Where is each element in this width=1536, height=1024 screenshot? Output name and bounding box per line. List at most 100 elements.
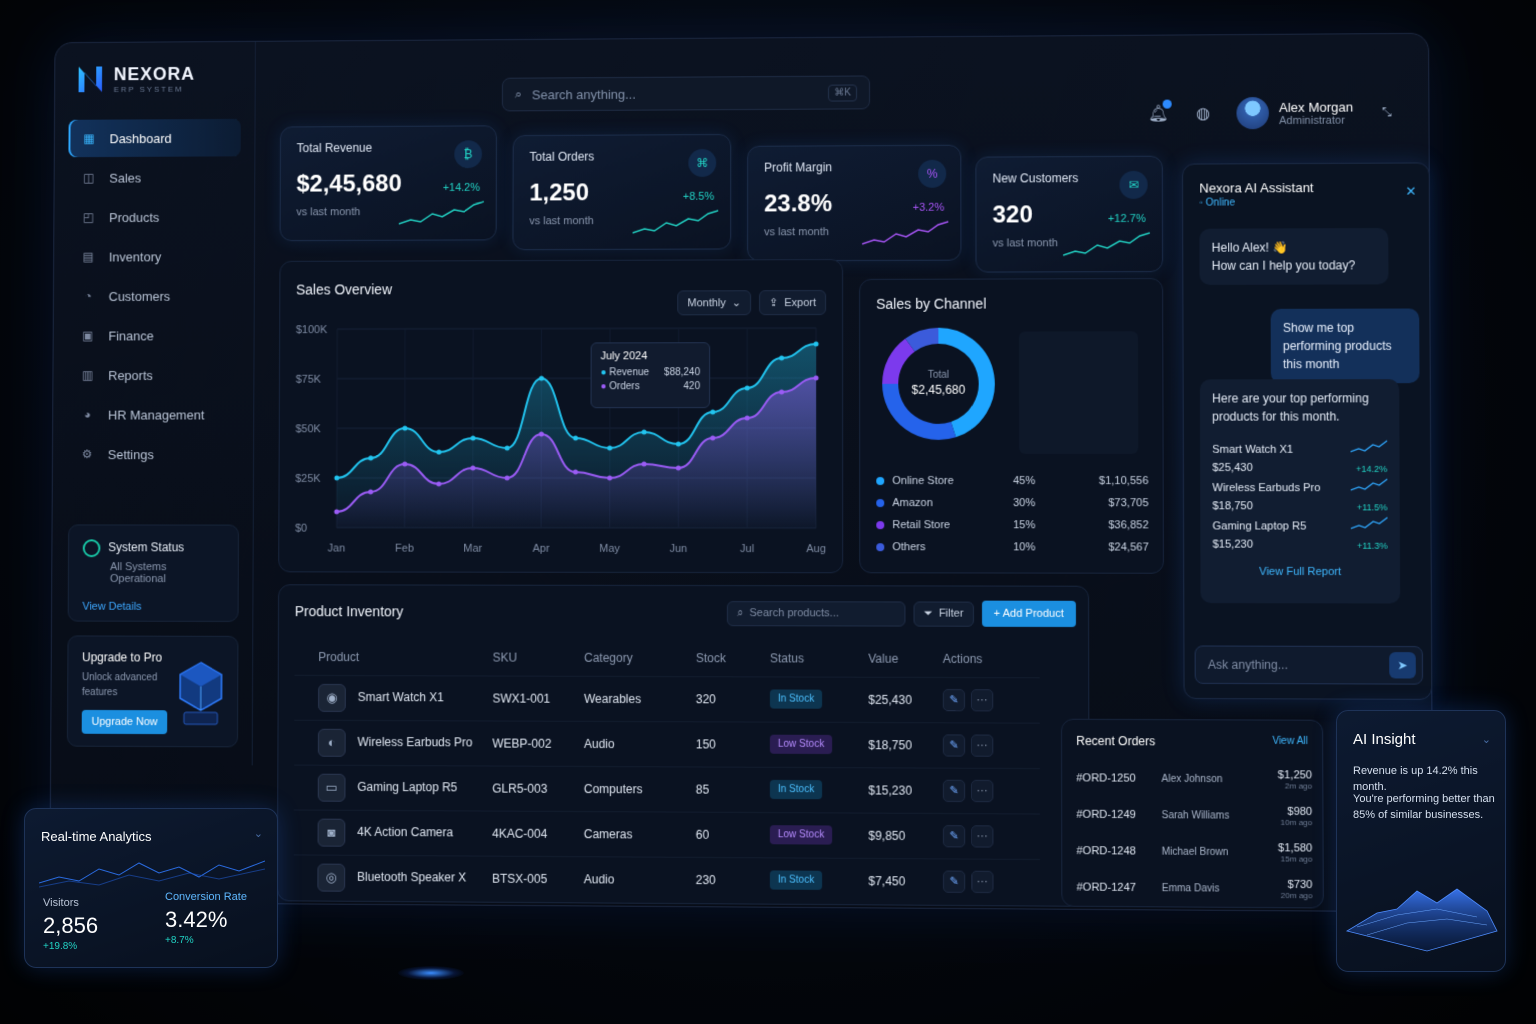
table-row[interactable]: ◙ 4K Action Camera 4KAC-004 Cameras 60 Low St… xyxy=(294,809,1040,859)
table-row[interactable]: ▭ Gaming Laptop R5 GLR5-003 Computers 85 In S… xyxy=(294,765,1040,814)
sidebar-item-settings[interactable]: ⚙ Settings xyxy=(67,435,240,473)
data-point-orders[interactable] xyxy=(779,390,784,395)
data-point-orders[interactable] xyxy=(745,416,750,421)
global-search[interactable]: ⌕ Search anything... ⌘K xyxy=(502,75,870,111)
more-icon[interactable]: ⋯ xyxy=(971,779,993,801)
ai-product-row[interactable]: Gaming Laptop R5 $15,230 +11.3% xyxy=(1212,516,1387,555)
kpi-card-total-revenue[interactable]: Total Revenue $2,45,680 vs last month +14.2… xyxy=(280,125,497,241)
table-row[interactable]: ◐ Wireless Earbuds Pro WEBP-002 Audio 150 Low… xyxy=(294,720,1040,768)
chevron-down-icon[interactable]: ⌄ xyxy=(1482,733,1491,746)
table-row[interactable]: ◎ Bluetooth Speaker X BTSX-005 Audio 230 In S… xyxy=(294,854,1040,904)
add-product-button[interactable]: + Add Product xyxy=(982,601,1076,627)
data-point-orders[interactable] xyxy=(505,475,510,480)
ai-product-name: Smart Watch X1 xyxy=(1212,441,1293,459)
data-point-orders[interactable] xyxy=(642,462,647,467)
order-row[interactable]: #ORD-1248 Michael Brown $1,580 15m ago xyxy=(1076,833,1312,871)
sidebar-item-sales[interactable]: ◫ Sales xyxy=(68,158,240,196)
order-row[interactable]: #ORD-1247 Emma Davis $730 20m ago xyxy=(1076,869,1312,907)
data-point-orders[interactable] xyxy=(470,466,475,471)
chevron-down-icon: ⌄ xyxy=(732,296,741,309)
product-inventory-panel: Product Inventory ⌕ Search products... ⏷ F… xyxy=(277,584,1090,907)
notification-badge xyxy=(1163,100,1172,109)
data-point-revenue[interactable] xyxy=(505,446,510,451)
sidebar-item-inventory[interactable]: ▤ Inventory xyxy=(68,237,241,275)
chevron-down-icon[interactable]: ⌄ xyxy=(254,827,263,840)
data-point-revenue[interactable] xyxy=(745,386,750,391)
data-point-orders[interactable] xyxy=(368,489,373,494)
brand-logo[interactable]: NEXORA ERP SYSTEM xyxy=(77,64,195,94)
sidebar-item-dashboard[interactable]: ▦ Dashboard xyxy=(68,119,240,157)
ai-input[interactable]: Ask anything... ➤ xyxy=(1195,645,1423,684)
order-row[interactable]: #ORD-1250 Alex Johnson $1,250 2m ago xyxy=(1076,760,1312,798)
expand-icon[interactable]: ⤡ xyxy=(1375,101,1397,123)
data-point-revenue[interactable] xyxy=(710,410,715,415)
export-button[interactable]: ⇪ Export xyxy=(759,290,826,315)
data-point-orders[interactable] xyxy=(334,509,339,514)
column-header: Actions xyxy=(943,641,1040,678)
sidebar-item-hr-management[interactable]: ◕ HR Management xyxy=(67,396,240,434)
more-icon[interactable]: ⋯ xyxy=(971,689,993,711)
trend-sparkline xyxy=(1351,516,1388,530)
data-point-revenue[interactable] xyxy=(368,456,373,461)
data-point-orders[interactable] xyxy=(539,432,544,437)
edit-icon[interactable]: ✎ xyxy=(943,870,965,892)
sidebar-item-finance[interactable]: ▣ Finance xyxy=(67,316,240,354)
orders-view-all-link[interactable]: View All xyxy=(1272,736,1308,747)
sidebar-item-customers[interactable]: ◔ Customers xyxy=(67,277,240,315)
data-point-revenue[interactable] xyxy=(334,475,339,480)
kpi-sparkline xyxy=(399,198,484,228)
donut-slice-others[interactable] xyxy=(910,336,938,345)
customers-icon: ✉ xyxy=(1119,171,1147,199)
table-row[interactable]: ◉ Smart Watch X1 SWX1-001 Wearables 320 In St… xyxy=(294,675,1039,723)
search-input[interactable]: Search anything... xyxy=(532,86,636,101)
edit-icon[interactable]: ✎ xyxy=(943,734,965,756)
data-point-revenue[interactable] xyxy=(642,430,647,435)
user-profile[interactable]: Alex Morgan Administrator xyxy=(1236,97,1353,130)
data-point-revenue[interactable] xyxy=(436,450,441,455)
data-point-orders[interactable] xyxy=(814,375,819,380)
data-point-orders[interactable] xyxy=(607,475,612,480)
data-point-orders[interactable] xyxy=(573,470,578,475)
status-title: System Status xyxy=(108,541,184,555)
more-icon[interactable]: ⋯ xyxy=(971,734,993,756)
ai-product-trend: +14.2% xyxy=(1350,440,1387,478)
data-point-revenue[interactable] xyxy=(814,341,819,346)
view-details-link[interactable]: View Details xyxy=(82,601,223,613)
upgrade-now-button[interactable]: Upgrade Now xyxy=(82,710,168,734)
ai-product-row[interactable]: Smart Watch X1 $25,430 +14.2% xyxy=(1212,440,1387,478)
send-icon[interactable]: ➤ xyxy=(1389,652,1416,678)
status-ok-icon xyxy=(83,539,101,557)
more-icon[interactable]: ⋯ xyxy=(971,825,993,847)
sidebar-item-products[interactable]: ◰ Products xyxy=(68,198,241,236)
legend-dot xyxy=(876,543,884,551)
more-icon[interactable]: ⋯ xyxy=(971,870,993,892)
product-search-input[interactable]: ⌕ Search products... xyxy=(727,601,906,626)
kpi-card-new-customers[interactable]: New Customers 320 vs last month +12.7% ✉ xyxy=(975,156,1163,273)
sidebar-item-reports[interactable]: ▥ Reports xyxy=(67,356,240,394)
data-point-revenue[interactable] xyxy=(779,356,784,361)
data-point-revenue[interactable] xyxy=(402,426,407,431)
filter-button[interactable]: ⏷ Filter xyxy=(914,601,974,626)
ai-product-value: $25,430 xyxy=(1212,459,1293,477)
close-icon[interactable]: ✕ xyxy=(1405,184,1416,200)
edit-icon[interactable]: ✎ xyxy=(943,779,965,801)
data-point-orders[interactable] xyxy=(676,466,681,471)
bell-icon[interactable]: 🔔︎ xyxy=(1147,103,1169,125)
edit-icon[interactable]: ✎ xyxy=(943,825,965,847)
data-point-revenue[interactable] xyxy=(539,376,544,381)
globe-icon[interactable]: ◍ xyxy=(1192,102,1214,124)
view-full-report-link[interactable]: View Full Report xyxy=(1213,563,1388,581)
period-select[interactable]: Monthly ⌄ xyxy=(677,290,751,315)
kpi-card-total-orders[interactable]: Total Orders 1,250 vs last month +8.5% ⌘ xyxy=(512,134,731,250)
data-point-orders[interactable] xyxy=(710,436,715,441)
data-point-revenue[interactable] xyxy=(607,446,612,451)
data-point-orders[interactable] xyxy=(436,481,441,486)
order-row[interactable]: #ORD-1249 Sarah Williams $980 10m ago xyxy=(1076,797,1312,835)
kpi-card-profit-margin[interactable]: Profit Margin 23.8% vs last month +3.2%% xyxy=(747,145,961,262)
ai-product-row[interactable]: Wireless Earbuds Pro $18,750 +11.5% xyxy=(1212,478,1387,516)
data-point-revenue[interactable] xyxy=(676,442,681,447)
data-point-revenue[interactable] xyxy=(573,436,578,441)
data-point-orders[interactable] xyxy=(402,462,407,467)
data-point-revenue[interactable] xyxy=(471,436,476,441)
edit-icon[interactable]: ✎ xyxy=(943,689,965,711)
